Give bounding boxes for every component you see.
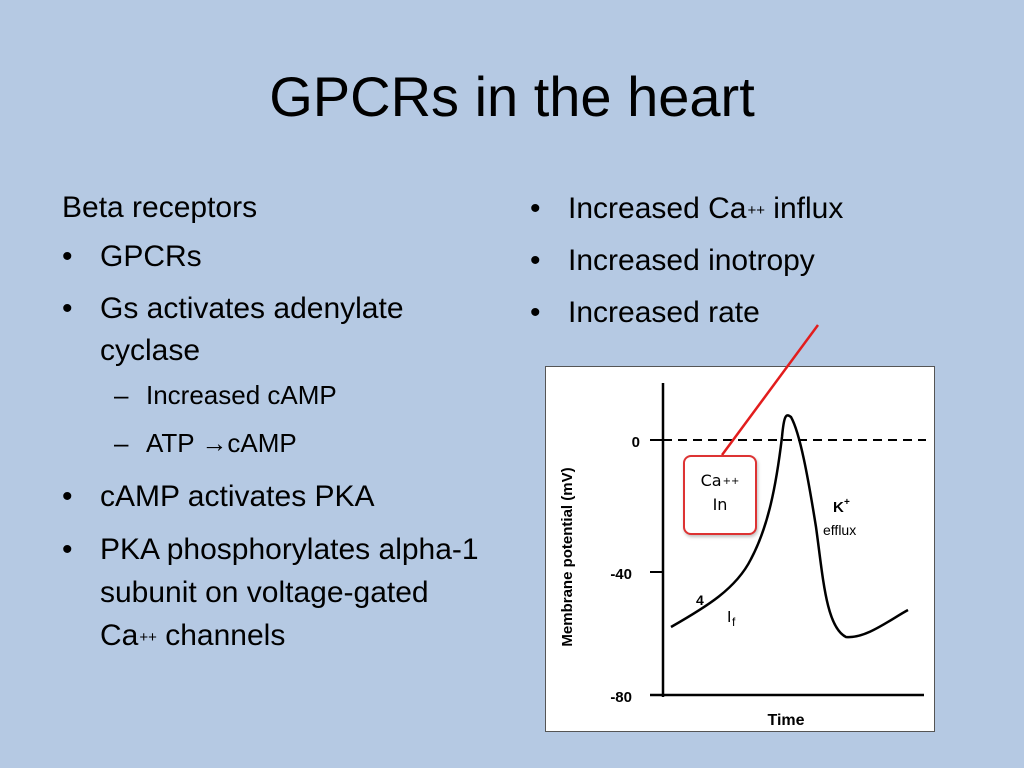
- list-item-ca-influx: • Increased Ca++ influx: [530, 188, 1000, 230]
- bullet-icon: •: [62, 240, 73, 273]
- list-item-gpcrs: • GPCRs: [62, 236, 492, 278]
- item-text: GPCRs: [100, 240, 202, 273]
- bullet-icon: •: [530, 192, 541, 225]
- item-text-before: PKA phosphorylates alpha-1 subunit on vo…: [100, 533, 479, 652]
- list-item-camp-activates: • cAMP activates PKA: [62, 476, 492, 518]
- item-text: Increased rate: [568, 296, 760, 329]
- tick-label-minus40: -40: [610, 566, 632, 583]
- if-label: I: [727, 609, 731, 626]
- item-text: cAMP activates PKA: [100, 480, 375, 513]
- list-item-pka-phosphorylates: • PKA phosphorylates alpha-1 subunit on …: [62, 528, 492, 657]
- item-text: Gs activates adenylate cyclase: [100, 292, 404, 367]
- superscript: ++: [747, 202, 765, 219]
- sub-item-text: Increased cAMP: [146, 380, 337, 410]
- slide-title: GPCRs in the heart: [269, 65, 755, 128]
- tick-label-0: 0: [632, 434, 640, 451]
- bullet-icon: •: [62, 533, 73, 566]
- item-text: Increased inotropy: [568, 244, 815, 277]
- ca-in-callout: Ca++ In: [683, 455, 757, 535]
- left-column: Beta receptors • GPCRs • Gs activates ad…: [62, 188, 492, 667]
- item-text-after: influx: [764, 192, 844, 225]
- if-subscript: f: [732, 615, 736, 629]
- phase-4-label: 4: [696, 592, 704, 608]
- k-label: K: [833, 499, 844, 516]
- x-axis-label: Time: [767, 712, 804, 729]
- dash-icon: –: [114, 428, 129, 458]
- list-item-inotropy: • Increased inotropy: [530, 240, 1000, 282]
- item-text-after: channels: [156, 619, 286, 652]
- left-bullet-list: • GPCRs • Gs activates adenylate cyclase…: [62, 236, 492, 657]
- action-potential-figure: 0 -40 -80 Membrane potential (mV) Time 4…: [545, 366, 935, 732]
- action-potential-diagram: 0 -40 -80 Membrane potential (mV) Time 4…: [559, 383, 926, 729]
- callout-line-2: In: [712, 495, 728, 514]
- y-axis-label: Membrane potential (mV): [559, 467, 576, 646]
- right-bullet-list: • Increased Ca++ influx • Increased inot…: [530, 188, 1000, 334]
- callout-line-1: Ca++: [685, 469, 755, 493]
- list-item-gs-activates: • Gs activates adenylate cyclase: [62, 288, 492, 372]
- item-text-before: Increased Ca: [568, 192, 747, 225]
- sub-item-increased-camp: – Increased cAMP: [62, 378, 492, 412]
- sub-item-text: ATP →cAMP: [146, 428, 297, 458]
- bullet-icon: •: [62, 292, 73, 325]
- callout-ca-text: Ca: [700, 471, 722, 490]
- tick-label-minus80: -80: [610, 689, 632, 706]
- list-item-rate: • Increased rate: [530, 292, 1000, 334]
- beta-receptors-heading: Beta receptors: [62, 191, 258, 224]
- superscript: ++: [139, 629, 157, 646]
- right-column: • Increased Ca++ influx • Increased inot…: [530, 188, 1000, 344]
- bullet-icon: •: [530, 296, 541, 329]
- sub-item-atp-camp: – ATP →cAMP: [62, 426, 492, 460]
- bullet-icon: •: [62, 480, 73, 513]
- callout-superscript: ++: [722, 476, 740, 487]
- efflux-label: efflux: [823, 522, 856, 538]
- k-superscript: +: [844, 497, 850, 508]
- dash-icon: –: [114, 380, 129, 410]
- bullet-icon: •: [530, 244, 541, 277]
